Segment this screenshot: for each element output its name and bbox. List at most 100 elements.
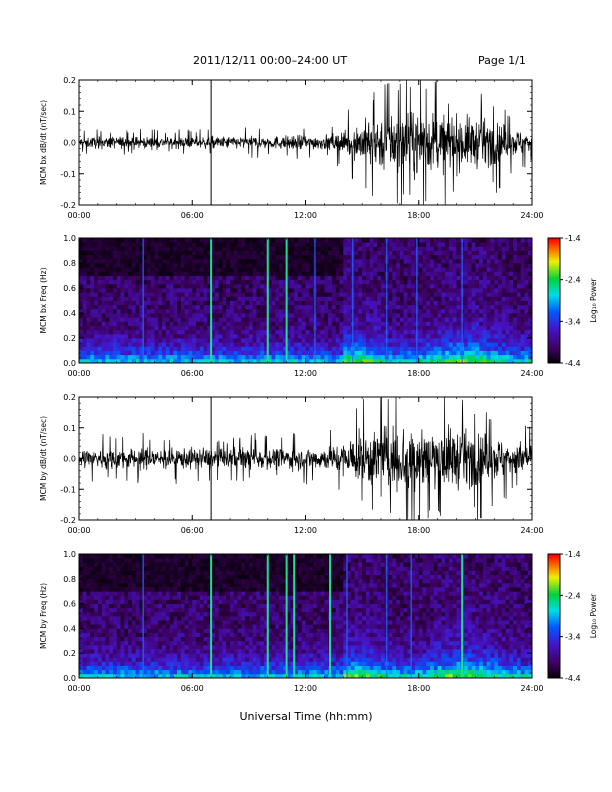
bx-spectrogram-cell [162, 246, 167, 251]
by-spectrogram-cell [169, 661, 174, 666]
bx-spectrogram-cell [354, 292, 359, 297]
by-spectrogram-cell [135, 582, 140, 588]
bx-spectrogram-cell [188, 300, 193, 306]
bx-spectrogram-cell [109, 354, 114, 360]
bx-spectrogram-cell [199, 267, 204, 272]
by-spectrogram-cell [173, 562, 178, 567]
bx-spectrogram-cell [381, 242, 386, 247]
bx-spectrogram-cell [252, 296, 257, 301]
bx-spectrogram-cell [305, 258, 310, 264]
bx-spectrogram-cell [399, 342, 405, 347]
bx-spectrogram-cell [109, 279, 114, 285]
bx-spectrogram-cell [494, 350, 499, 356]
bx-spectrogram-cell [328, 250, 333, 256]
bx-spectrogram-cell [264, 267, 269, 272]
bx-spectrogram-cell [286, 292, 291, 297]
bx-spectrogram-cell [116, 304, 121, 310]
bx-spectrogram-cell [520, 296, 525, 301]
bx-spectrogram-cell [282, 258, 288, 264]
bx-spectrogram-cell [482, 304, 488, 310]
by-spectrogram-cell [139, 632, 144, 637]
bx-spectrogram-cell [173, 313, 178, 318]
bx-spectrogram-cell [369, 296, 374, 301]
bx-spectrogram-cell [237, 354, 242, 360]
bx-spectrogram-cell [305, 254, 310, 260]
bx-spectrogram-cell [309, 250, 314, 256]
bx-spectrogram-cell [324, 275, 329, 281]
bx-spectrogram-cell [101, 254, 106, 260]
bx-spectrogram-cell [392, 308, 397, 314]
bx-spectrogram-cell [143, 250, 148, 256]
bx-spectrogram-cell [154, 350, 159, 356]
bx-spectrogram-cell [245, 350, 250, 356]
bx-spectrogram-cell [320, 354, 325, 360]
bx-spectrogram-cell [124, 354, 129, 360]
bx-spectrogram-cell [124, 292, 129, 297]
bx-spectrogram-cell [79, 254, 84, 260]
bx-spectrogram-cell [464, 292, 469, 297]
bx-spectrogram-cell [494, 333, 499, 339]
by-spectrogram-cell [177, 603, 182, 609]
bx-spectrogram-cell [94, 346, 99, 351]
bx-spectrogram-cell [222, 325, 227, 331]
by-spectrogram-cell [173, 558, 178, 563]
bx-spectrogram-cell [211, 250, 216, 256]
bx-spectrogram-cell [177, 338, 182, 343]
bx-spectrogram-cell [411, 238, 416, 243]
bx-spectrogram-cell [116, 283, 121, 289]
bx-spectrogram-cell [146, 300, 152, 306]
by-spectrogram-cell [109, 591, 114, 596]
by-spectrogram-cell [120, 624, 125, 629]
bx-spectrogram-cell [264, 304, 269, 310]
bx-spectrogram-cell [146, 346, 152, 351]
bx-spectrogram-cell [377, 296, 382, 301]
by-spectrogram-cell [146, 595, 152, 600]
bx-spectrogram-cell [165, 308, 170, 314]
bx-spectrogram-cell [498, 271, 503, 276]
bx-spectrogram-cell [162, 333, 167, 339]
bx-spectrogram-cell [120, 300, 125, 306]
bx-spectrogram-cell [377, 346, 382, 351]
by-spectrogram-cell [86, 562, 91, 567]
bx-spectrogram-cell [482, 267, 488, 272]
bx-spectrogram-cell [131, 246, 136, 251]
bx-spectrogram-cell [97, 258, 103, 264]
bx-spectrogram-cell [324, 325, 329, 331]
bx-spectrogram-cell [441, 346, 446, 351]
by-spectrogram-cell [105, 661, 110, 666]
bx-spectrogram-cell [505, 246, 510, 251]
bx-spectrogram-cell [448, 304, 454, 310]
bx-spectrogram-cell [245, 292, 250, 297]
bx-spectrogram-cell [490, 279, 495, 285]
by-spectrogram-cell [169, 640, 174, 646]
bx-spectrogram-cell [245, 329, 250, 335]
bx-spectrogram-cell [482, 246, 488, 251]
bx-spectrogram-cell [184, 283, 189, 289]
bx-spectrogram-cell [362, 313, 367, 318]
bx-spectrogram-cell [199, 250, 204, 256]
bx-spectrogram-colorbar-step [548, 346, 560, 349]
bx-spectrogram-cell [316, 242, 321, 247]
bx-spectrogram-cell [501, 283, 506, 289]
bx-spectrogram-cell [237, 242, 242, 247]
bx-spectrogram-cell [362, 333, 367, 339]
by-spectrogram-cell [184, 599, 189, 604]
bx-spectrogram-cell [286, 304, 291, 310]
bx-spectrogram-cell [369, 283, 374, 289]
bx-spectrogram-cell [282, 296, 288, 301]
bx-spectrogram-cell [113, 263, 118, 268]
bx-spectrogram-cell [505, 271, 510, 276]
by-spectrogram-cell [158, 632, 163, 637]
bx-spectrogram-cell [180, 304, 186, 310]
bx-spectrogram-cell [256, 350, 261, 356]
by-timeseries-xtick-label: 24:00 [520, 526, 543, 535]
bx-spectrogram-cell [282, 271, 288, 276]
bx-spectrogram-cell [392, 313, 397, 318]
bx-spectrogram-cell [154, 329, 159, 335]
bx-spectrogram-cell [245, 300, 250, 306]
by-spectrogram-cell [184, 644, 189, 650]
bx-spectrogram-cell [162, 354, 167, 360]
bx-spectrogram-cell [162, 300, 167, 306]
by-spectrogram-cell [97, 595, 103, 600]
bx-spectrogram-cell [290, 263, 295, 268]
